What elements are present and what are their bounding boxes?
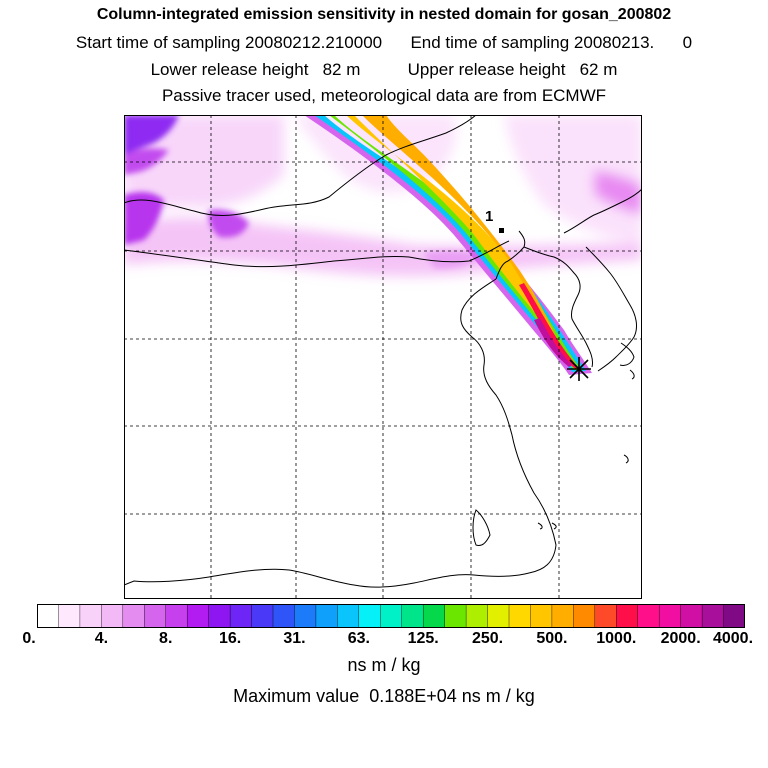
colorbar-tick-label: 125. [407, 630, 439, 647]
colorbar-cell [594, 604, 617, 628]
maximum-value-text: Maximum value 0.188E+04 ns m / kg [233, 686, 535, 706]
colorbar-tick-label: 8. [159, 630, 173, 647]
colorbar-cell [251, 604, 274, 628]
colorbar-cell [701, 604, 725, 628]
graticule [124, 115, 642, 599]
coastlines [124, 115, 642, 588]
colorbar-frame [37, 604, 745, 628]
colorbar-cell [465, 604, 489, 628]
colorbar-cell [165, 604, 188, 628]
colorbar-cell [208, 604, 231, 628]
colorbar-cell [444, 604, 467, 628]
colorbar-cell [723, 604, 745, 628]
colorbar-cell [530, 604, 553, 628]
receptor-star-icon [567, 357, 591, 381]
colorbar-cell [272, 604, 296, 628]
colorbar-cell [658, 604, 682, 628]
colorbar-cell [680, 604, 703, 628]
colorbar-tick-label: 1000. [596, 630, 637, 647]
sensitivity-field [124, 115, 642, 375]
plot-title: Column-integrated emission sensitivity i… [96, 6, 672, 23]
sensitivity-map: 1 [124, 115, 642, 599]
colorbar-cell [144, 604, 167, 628]
trajectory-point-marker [499, 228, 504, 233]
colorbar-cell [551, 604, 574, 628]
tracer-info-line: Passive tracer used, meteorological data… [161, 86, 607, 105]
colorbar-cell [229, 604, 253, 628]
map-frame [124, 115, 642, 599]
trajectory-point-label: 1 [485, 208, 493, 225]
colorbar [37, 604, 745, 628]
colorbar-tick-label: 31. [283, 630, 306, 647]
colorbar-tick-label: 16. [218, 630, 242, 647]
colorbar-tick-label: 2000. [660, 630, 701, 647]
colorbar-units: ns m / kg [347, 655, 421, 675]
colorbar-tick-label: 500. [536, 630, 568, 647]
colorbar-cell [294, 604, 317, 628]
colorbar-cell [337, 604, 360, 628]
colorbar-cell [487, 604, 510, 628]
colorbar-cell [422, 604, 446, 628]
colorbar-tick-label: 4000. [712, 630, 754, 647]
colorbar-tick-label: 250. [471, 630, 504, 647]
colorbar-cell [358, 604, 381, 628]
colorbar-cell [122, 604, 145, 628]
colorbar-cell [37, 604, 60, 628]
colorbar-cell [101, 604, 124, 628]
colorbar-cell [616, 604, 639, 628]
colorbar-cell [637, 604, 660, 628]
sampling-time-line: Start time of sampling 20080212.210000 E… [75, 33, 693, 52]
colorbar-tick-label: 0. [22, 630, 36, 647]
colorbar-cell [315, 604, 338, 628]
colorbar-cell [573, 604, 596, 628]
colorbar-tick-label: 4. [94, 630, 109, 647]
colorbar-cell [58, 604, 81, 628]
colorbar-cell [508, 604, 532, 628]
colorbar-cell [401, 604, 424, 628]
colorbar-cell [380, 604, 403, 628]
colorbar-cell [79, 604, 102, 628]
release-height-line: Lower release height 82 m Upper release … [150, 60, 618, 79]
colorbar-tick-label: 63. [347, 630, 370, 647]
colorbar-cell [186, 604, 210, 628]
